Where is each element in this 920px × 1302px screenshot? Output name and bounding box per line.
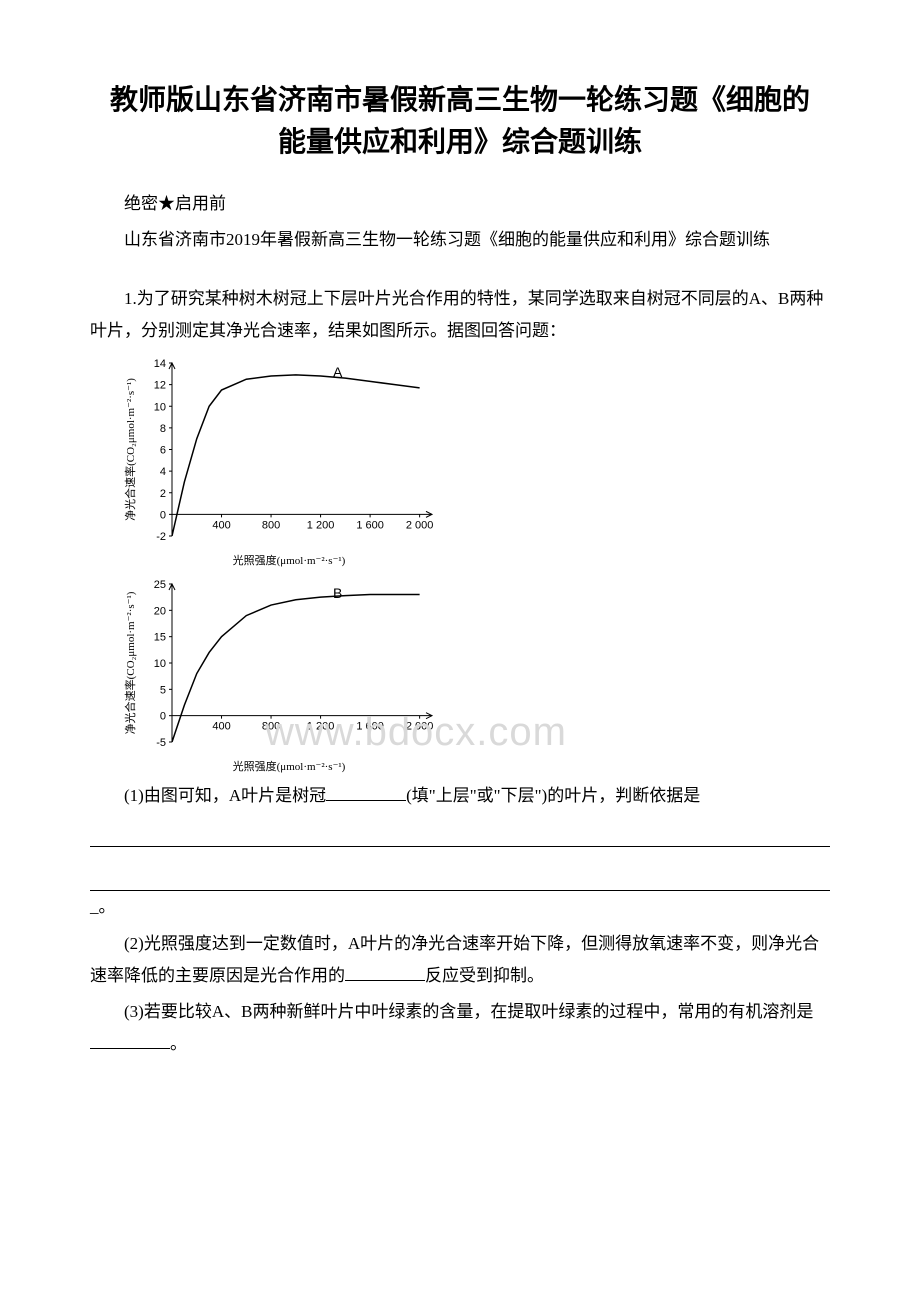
blank-line-long-2	[90, 861, 830, 891]
q1-3-text: (3)若要比较A、B两种新鲜叶片中叶绿素的含量，在提取叶绿素的过程中，常用的有机…	[124, 1002, 813, 1021]
q1-stem: 1.为了研究某种树木树冠上下层叶片光合作用的特性，某同学选取来自树冠不同层的A、…	[90, 283, 830, 348]
svg-text:1 600: 1 600	[356, 520, 384, 532]
svg-text:5: 5	[160, 685, 166, 697]
svg-text:1 200: 1 200	[307, 520, 335, 532]
svg-text:B: B	[333, 585, 342, 601]
svg-text:15: 15	[154, 632, 166, 644]
svg-text:光照强度(μmol·m⁻²·s⁻¹): 光照强度(μmol·m⁻²·s⁻¹)	[233, 553, 346, 567]
svg-text:-2: -2	[156, 531, 166, 543]
svg-text:14: 14	[154, 358, 166, 370]
q1-1-pre: (1)由图可知，A叶片是树冠	[124, 786, 326, 805]
svg-text:0: 0	[160, 711, 166, 723]
svg-text:6: 6	[160, 445, 166, 457]
svg-text:400: 400	[212, 721, 230, 733]
svg-text:2 000: 2 000	[406, 520, 434, 532]
blank-2	[345, 964, 425, 981]
svg-text:800: 800	[262, 520, 280, 532]
document-title: 教师版山东省济南市暑假新高三生物一轮练习题《细胞的 能量供应和利用》综合题训练	[90, 80, 830, 164]
svg-text:10: 10	[154, 401, 166, 413]
svg-text:0: 0	[160, 510, 166, 522]
svg-text:净光合速率(CO₂μmol·m⁻²·s⁻¹): 净光合速率(CO₂μmol·m⁻²·s⁻¹)	[123, 378, 137, 521]
q1-1: (1)由图可知，A叶片是树冠 (填"上层"或"下层")的叶片，判断依据是	[90, 780, 830, 812]
svg-text:4: 4	[160, 466, 166, 478]
q1-3: (3)若要比较A、B两种新鲜叶片中叶绿素的含量，在提取叶绿素的过程中，常用的有机…	[90, 996, 830, 1061]
secret-line: 绝密★启用前	[90, 188, 830, 220]
svg-text:净光合速率(CO₂μmol·m⁻²·s⁻¹): 净光合速率(CO₂μmol·m⁻²·s⁻¹)	[123, 591, 137, 734]
svg-text:10: 10	[154, 658, 166, 670]
svg-text:8: 8	[160, 423, 166, 435]
q1-1-mid: (填"上层"或"下层")的叶片，判断依据是	[406, 786, 700, 805]
watermark: www.bdocx.com	[265, 710, 567, 755]
svg-text:25: 25	[154, 579, 166, 591]
q1-2: (2)光照强度达到一定数值时，A叶片的净光合速率开始下降，但测得放氧速率不变，则…	[90, 928, 830, 993]
blank-1	[326, 784, 406, 801]
svg-text:-5: -5	[156, 737, 166, 749]
svg-text:A: A	[333, 364, 343, 380]
blank-line-long-1	[90, 816, 830, 846]
svg-text:12: 12	[154, 380, 166, 392]
blank-3	[90, 1032, 170, 1049]
svg-text:2: 2	[160, 488, 166, 500]
subtitle: 山东省济南市2019年暑假新高三生物一轮练习题《细胞的能量供应和利用》综合题训练	[90, 224, 830, 256]
tail-dangle: _	[90, 897, 99, 916]
q1-2-tail: 反应受到抑制。	[425, 966, 544, 985]
svg-text:20: 20	[154, 606, 166, 618]
q1-3-tail: 。	[170, 1034, 187, 1053]
title-line-2: 能量供应和利用》综合题训练	[278, 127, 642, 158]
svg-text:400: 400	[212, 520, 230, 532]
q1-1-tail: 。	[99, 897, 116, 916]
title-line-1: 教师版山东省济南市暑假新高三生物一轮练习题《细胞的	[110, 85, 810, 116]
chart-a-svg: -2 0 2 4 6 8 10 12 14 400 800 1 200 1 600 2 000 A 光照强度(…	[122, 353, 442, 568]
svg-text:光照强度(μmol·m⁻²·s⁻¹): 光照强度(μmol·m⁻²·s⁻¹)	[233, 759, 346, 773]
chart-a: -2 0 2 4 6 8 10 12 14 400 800 1 200 1 600 2 000 A 光照强度(…	[122, 353, 830, 568]
